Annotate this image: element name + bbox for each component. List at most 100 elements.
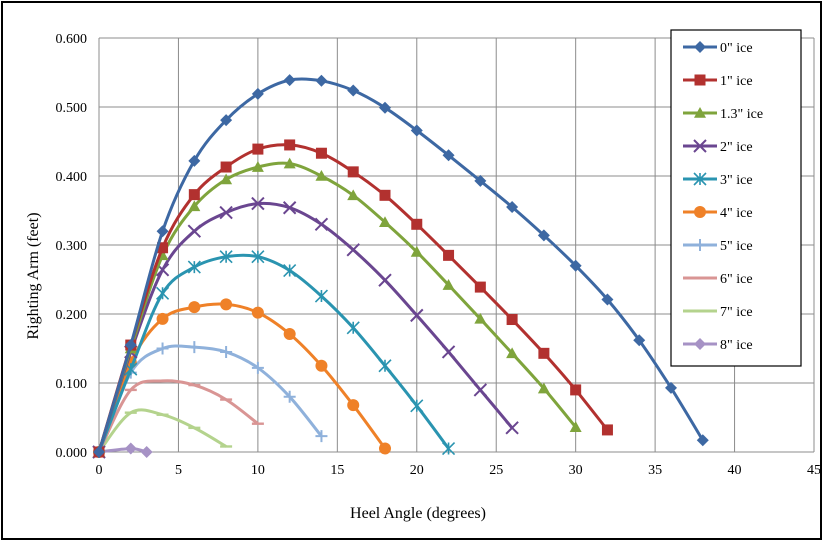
data-point: [188, 200, 201, 212]
data-point: [347, 166, 359, 178]
data-point: [693, 172, 707, 186]
data-point: [283, 390, 296, 403]
data-point: [347, 399, 360, 412]
x-tick-label: 10: [251, 463, 265, 478]
series: [93, 74, 709, 458]
data-point: [347, 189, 360, 201]
data-point: [601, 293, 614, 306]
legend-entry: 7" ice: [683, 305, 753, 320]
data-point: [696, 434, 709, 447]
data-point: [474, 174, 487, 187]
data-point: [252, 143, 264, 155]
legend-label: 8" ice: [720, 338, 753, 353]
x-tick-labels: 0 5 10 15 20 25 30 35 40 45: [96, 463, 822, 478]
data-point: [157, 242, 169, 254]
data-point: [410, 124, 423, 137]
legend-entry: 1" ice: [683, 74, 753, 89]
data-point: [251, 161, 264, 172]
data-point: [441, 345, 456, 359]
data-point: [410, 308, 424, 323]
legend-label: 1.3" ice: [720, 107, 763, 122]
data-point: [346, 243, 360, 257]
data-point: [251, 306, 264, 319]
x-tick-label: 40: [728, 463, 742, 478]
data-point: [694, 107, 706, 118]
data-point: [187, 224, 202, 238]
x-tick-label: 30: [569, 463, 583, 478]
x-tick-label: 15: [330, 463, 344, 478]
legend-label: 4" ice: [720, 206, 753, 221]
legend: 0" ice 1" ice 1.3" ice 2" ice 3" ice 4" ice 5"…: [670, 29, 802, 367]
y-tick-labels: 0.000 0.100 0.200 0.300 0.400 0.500 0.600: [56, 32, 88, 461]
data-point: [314, 289, 329, 303]
data-point: [188, 189, 200, 201]
series-line: [97, 201, 514, 453]
x-tick-label: 5: [175, 463, 182, 478]
legend-label: 6" ice: [720, 272, 753, 287]
data-point: [251, 196, 265, 211]
data-point: [140, 446, 153, 458]
data-point: [694, 41, 706, 53]
y-tick-label: 0.200: [56, 308, 88, 323]
legend-entry: 2" ice: [683, 139, 753, 155]
y-tick-label: 0.600: [56, 32, 88, 47]
series-line: [97, 379, 259, 453]
data-point: [411, 218, 423, 230]
legend-label: 0" ice: [720, 41, 753, 56]
data-point: [537, 229, 550, 242]
legend-entry: 1.3" ice: [683, 107, 763, 122]
legend-label: 2" ice: [720, 140, 753, 155]
legend-label: 7" ice: [720, 305, 753, 320]
data-point: [538, 347, 550, 359]
data-point: [251, 250, 265, 264]
x-tick-label: 35: [648, 463, 662, 478]
series-line: [97, 143, 609, 453]
data-point: [282, 201, 297, 215]
data-point: [284, 139, 296, 151]
legend-entry: 5" ice: [683, 239, 753, 254]
data-point: [251, 361, 264, 374]
data-point: [378, 359, 392, 373]
series-line: [97, 77, 705, 453]
series: [92, 250, 456, 459]
data-point: [346, 321, 360, 335]
data-point: [156, 312, 169, 325]
y-tick-label: 0.500: [56, 101, 88, 116]
data-point: [155, 286, 170, 300]
data-point: [283, 328, 296, 341]
data-point: [694, 239, 706, 251]
data-point: [378, 273, 392, 287]
legend-label: 5" ice: [720, 239, 753, 254]
data-point: [506, 314, 518, 326]
data-point: [694, 74, 706, 86]
legend-label: 1" ice: [720, 74, 753, 89]
data-point: [347, 84, 360, 97]
data-point: [188, 154, 201, 167]
y-tick-label: 0.400: [56, 170, 88, 185]
data-point: [601, 424, 613, 436]
data-point: [410, 399, 424, 413]
data-point: [315, 147, 327, 159]
y-tick-label: 0.000: [56, 446, 88, 461]
data-point: [93, 446, 105, 458]
series-line: [97, 408, 227, 453]
data-point: [220, 161, 232, 173]
data-point: [442, 279, 455, 290]
data-point: [124, 442, 137, 455]
legend-label: 3" ice: [720, 173, 753, 188]
data-point: [506, 347, 519, 359]
data-point: [283, 74, 296, 87]
data-point: [379, 189, 391, 201]
y-tick-label: 0.300: [56, 239, 88, 254]
data-point: [315, 430, 328, 443]
series: [93, 157, 582, 457]
legend-entry: 0" ice: [683, 41, 753, 56]
y-tick-label: 0.100: [56, 377, 88, 392]
data-point: [693, 139, 707, 153]
legend-entry: 4" ice: [683, 206, 753, 221]
series-group: [92, 74, 709, 459]
data-point: [188, 301, 201, 314]
x-axis-title: Heel Angle (degrees): [350, 505, 486, 522]
data-point: [315, 359, 328, 372]
data-point: [505, 421, 519, 435]
